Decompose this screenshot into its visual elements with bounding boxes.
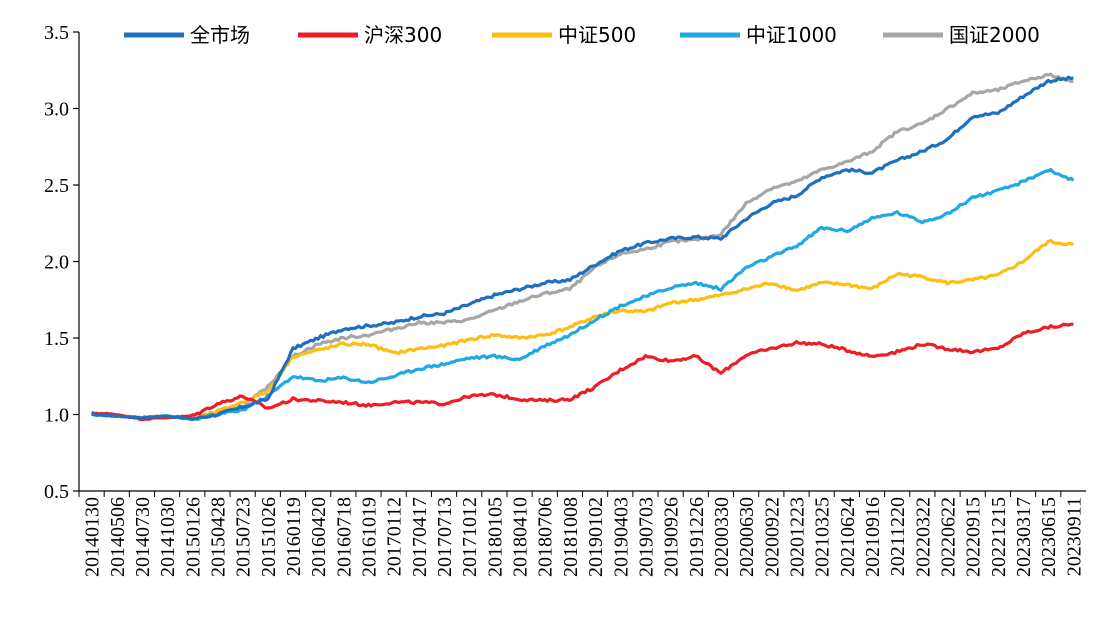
x-tick-label: 20190403 (610, 497, 632, 577)
x-tick-label: 20200330 (711, 497, 733, 577)
x-tick-label: 20141030 (157, 497, 179, 577)
x-tick-label: 20140730 (132, 497, 154, 577)
x-tick-label: 20180410 (510, 497, 532, 577)
x-tick-label: 20151026 (258, 497, 280, 577)
x-tick-label: 20201223 (786, 497, 808, 577)
x-tick-label: 20180105 (484, 497, 506, 577)
y-tick-label: 1.0 (44, 405, 69, 427)
x-tick-label: 20170417 (409, 497, 431, 577)
x-tick-label: 20230911 (1063, 497, 1085, 576)
x-tick-label: 20170112 (384, 497, 406, 576)
legend-label: 沪深300 (364, 23, 442, 47)
x-tick-label: 20171012 (459, 497, 481, 577)
series-line-3 (90, 167, 1075, 421)
x-tick-label: 20190102 (585, 497, 607, 577)
series-layer (90, 72, 1075, 422)
x-tick-label: 20161019 (359, 497, 381, 577)
x-tick-label: 20230615 (1038, 497, 1060, 577)
x-tick-label: 20200922 (761, 497, 783, 577)
x-tick-label: 20150723 (233, 497, 255, 577)
y-axis-ticks: 0.5 1.0 1.5 2.0 2.5 3.0 3.5 (44, 22, 79, 503)
x-tick-label: 20210916 (862, 497, 884, 577)
legend-label: 国证2000 (949, 23, 1040, 47)
x-tick-label: 20190703 (635, 497, 657, 577)
chart-axes (78, 32, 1086, 492)
x-tick-label: 20220322 (912, 497, 934, 577)
y-tick-label: 3.5 (44, 22, 69, 44)
x-tick-label: 20150428 (207, 497, 229, 577)
series-line-2 (91, 239, 1075, 422)
legend-label: 中证500 (558, 23, 636, 47)
x-tick-label: 20211220 (887, 497, 909, 576)
x-tick-label: 20160119 (283, 497, 305, 576)
x-tick-label: 20210325 (812, 497, 834, 577)
x-tick-label: 20160718 (333, 497, 355, 577)
series-line-0 (91, 75, 1074, 421)
chart-legend: 全市场 沪深300 中证500 中证1000 国证2000 (124, 23, 1040, 47)
y-tick-label: 1.5 (44, 328, 69, 350)
x-tick-label: 20160420 (308, 497, 330, 577)
x-tick-label: 20180706 (535, 497, 557, 577)
x-tick-label: 20181008 (560, 497, 582, 577)
x-tick-label: 20220915 (963, 497, 985, 577)
x-tick-label: 20200630 (736, 497, 758, 577)
series-line-4 (91, 72, 1074, 422)
x-tick-label: 20220622 (938, 497, 960, 577)
legend-label: 全市场 (190, 23, 250, 47)
x-tick-label: 20140130 (82, 497, 104, 577)
x-tick-label: 20190926 (661, 497, 683, 577)
y-tick-label: 2.0 (44, 252, 69, 274)
x-axis-ticks: 20140130 20140506 20140730 20141030 20150126… (78, 491, 1085, 577)
y-tick-label: 3.0 (44, 99, 69, 121)
x-tick-label: 20230317 (1013, 497, 1035, 577)
x-tick-label: 20140506 (107, 497, 129, 577)
legend-label: 中证1000 (746, 23, 837, 47)
x-tick-label: 20191226 (686, 497, 708, 577)
x-tick-label: 20221215 (988, 497, 1010, 577)
x-tick-label: 20210624 (837, 497, 859, 577)
y-tick-label: 0.5 (44, 481, 69, 503)
x-tick-label: 20170713 (434, 497, 456, 577)
y-tick-label: 2.5 (44, 175, 69, 197)
x-tick-label: 20150126 (182, 497, 204, 577)
